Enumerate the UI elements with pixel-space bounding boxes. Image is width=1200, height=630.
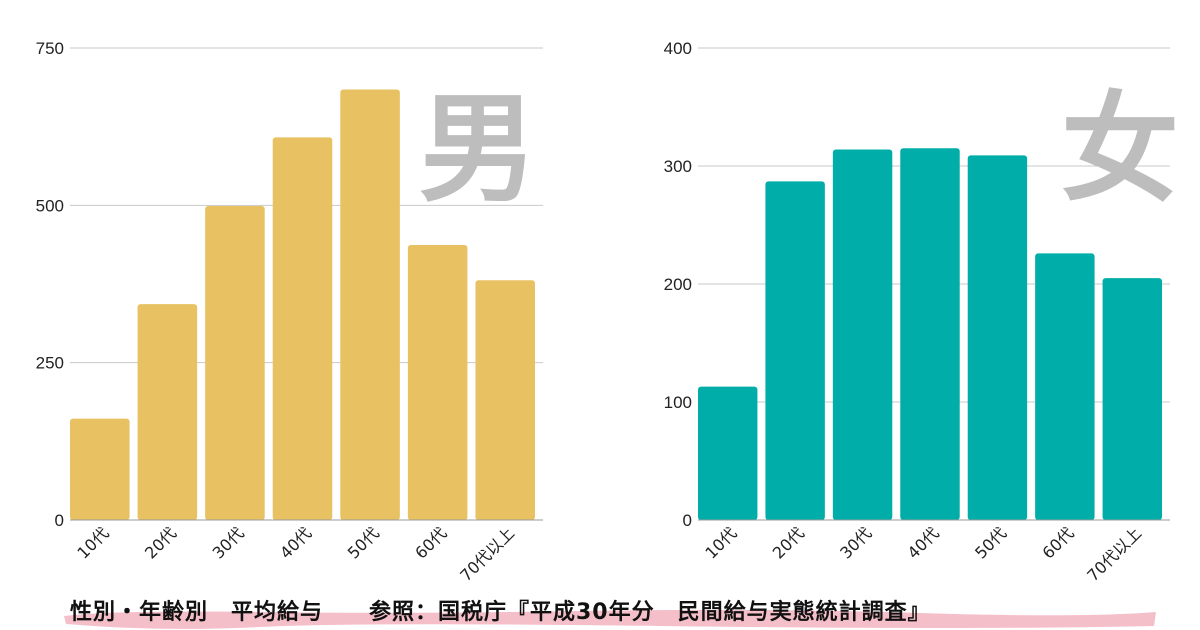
female-bar-60代 [1035,253,1095,520]
female-x-tick-40代: 40代 [904,523,943,562]
male-bar-60代 [407,244,468,521]
female-x-tick-10代: 10代 [701,523,740,562]
caption-bar: 性別・年齢別 平均給与 参照：国税庁『平成30年分 民間給与実態統計調査』 [60,590,1160,630]
caption-highlight-stroke [64,609,1156,629]
male-x-tick-40代: 40代 [276,523,315,562]
female-y-tick-100: 100 [664,393,692,412]
female-bar-10代 [698,386,758,520]
male-salary-chart: 0 250 500 750 男 10代 20代 30代 40代 50代 60代 70代以上 [36,39,543,585]
male-bar-40代 [272,137,333,520]
female-y-tick-200: 200 [664,275,692,294]
female-bar-30代 [832,149,893,521]
male-y-tick-500: 500 [36,196,64,215]
female-x-tick-60代: 60代 [1039,523,1078,562]
male-watermark-label: 男 [419,80,537,218]
female-salary-chart: 0 100 200 300 400 女 10代 20代 30代 40代 50代 60代 70代以上 [664,39,1179,585]
caption-text: 性別・年齢別 平均給与 参照：国税庁『平成30年分 民間給与実態統計調査』 [70,600,931,625]
male-y-tick-750: 750 [36,39,64,58]
female-bar-40代 [900,148,960,521]
female-x-tick-30代: 30代 [836,523,875,562]
male-x-tick-30代: 30代 [209,523,248,562]
male-bar-70代以上 [475,280,535,520]
female-bar-50代 [967,155,1028,520]
female-bar-70代以上 [1102,278,1162,520]
male-x-tick-10代: 10代 [73,523,112,562]
male-x-tick-70代以上: 70代以上 [456,523,518,585]
female-y-tick-300: 300 [664,157,692,176]
female-y-tick-0: 0 [683,511,692,530]
male-x-tick-50代: 50代 [344,523,383,562]
male-y-tick-0: 0 [55,511,64,530]
male-x-tick-60代: 60代 [411,523,450,562]
male-bar-20代 [137,304,198,520]
male-bar-50代 [340,89,400,520]
male-bar-30代 [205,205,265,521]
female-x-tick-50代: 50代 [971,523,1010,562]
female-x-tick-70代以上: 70代以上 [1083,523,1145,585]
female-watermark-label: 女 [1061,80,1179,218]
male-y-tick-250: 250 [36,354,64,373]
female-bar-20代 [765,181,825,520]
female-x-tick-20代: 20代 [769,523,808,562]
male-x-tick-20代: 20代 [141,523,180,562]
male-bar-10代 [70,418,130,520]
female-y-tick-400: 400 [664,39,692,58]
